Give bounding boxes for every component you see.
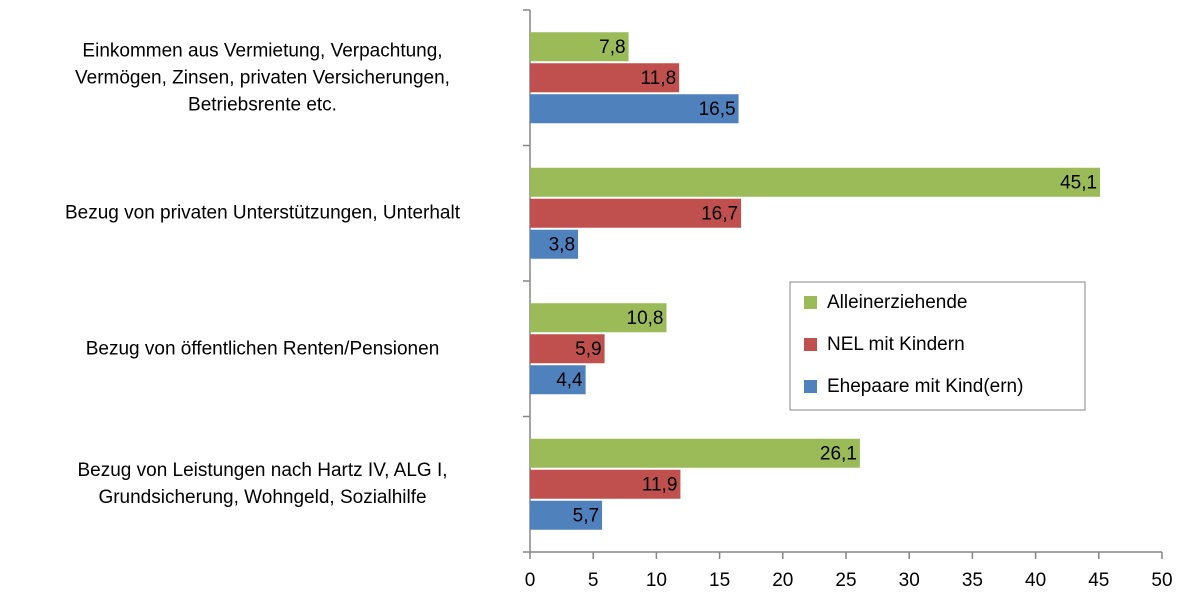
value-label: 16,5 — [699, 99, 736, 120]
bar — [530, 229, 579, 259]
bar — [530, 198, 742, 228]
bar — [530, 469, 681, 499]
bar — [530, 32, 629, 62]
category-label: Bezug von privaten Unterstützungen, Unte… — [64, 202, 460, 224]
legend-label: Ehepaare mit Kind(ern) — [827, 376, 1023, 397]
bar — [530, 334, 605, 364]
x-tick-label: 35 — [962, 570, 983, 591]
bar — [530, 438, 860, 468]
x-tick-label: 10 — [646, 570, 667, 591]
x-tick-label: 50 — [1151, 570, 1172, 591]
x-tick-label: 15 — [709, 570, 730, 591]
value-label: 10,8 — [627, 308, 664, 329]
bar — [530, 303, 667, 333]
legend-swatch — [804, 380, 817, 393]
value-label: 26,1 — [820, 443, 857, 464]
value-label: 11,9 — [642, 474, 678, 495]
legend-label: NEL mit Kindern — [827, 334, 965, 355]
bar — [530, 365, 586, 395]
value-label: 4,4 — [556, 370, 583, 391]
value-label: 11,8 — [641, 68, 677, 89]
value-label: 3,8 — [549, 234, 575, 255]
legend-swatch — [804, 338, 817, 351]
category-label: Bezug von öffentlichen Renten/Pensionen — [85, 338, 440, 360]
x-tick-label: 45 — [1088, 570, 1109, 591]
x-tick-label: 40 — [1025, 570, 1046, 591]
legend-label: Alleinerziehende — [827, 292, 968, 313]
value-label: 45,1 — [1060, 172, 1097, 193]
legend-swatch — [804, 296, 817, 309]
bar — [530, 63, 680, 93]
legend-box — [789, 281, 1086, 411]
value-label: 7,8 — [599, 37, 625, 58]
x-tick-label: 30 — [899, 570, 920, 591]
value-label: 5,9 — [575, 339, 601, 360]
x-tick-label: 20 — [772, 570, 793, 591]
x-tick-label: 5 — [588, 570, 599, 591]
category-label: Einkommen aus Vermietung, Verpachtung, V… — [75, 40, 450, 116]
x-tick-label: 25 — [835, 570, 856, 591]
value-label: 5,7 — [573, 505, 599, 526]
category-label: Bezug von Leistungen nach Hartz IV, ALG … — [77, 460, 448, 509]
bar — [530, 94, 739, 124]
value-label: 16,7 — [701, 203, 738, 224]
bar — [530, 167, 1101, 197]
bar — [530, 500, 603, 530]
x-tick-label: 0 — [525, 570, 536, 591]
